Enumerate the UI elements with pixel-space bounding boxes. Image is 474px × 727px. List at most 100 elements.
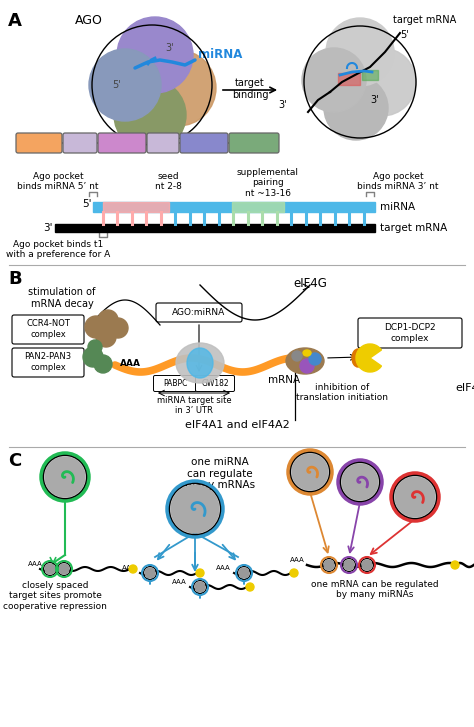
Circle shape bbox=[290, 569, 298, 577]
Circle shape bbox=[246, 583, 254, 591]
Text: miRNA: miRNA bbox=[198, 47, 242, 60]
Text: GW182: GW182 bbox=[201, 379, 229, 388]
Bar bbox=[232, 202, 284, 212]
Text: miRNA: miRNA bbox=[380, 202, 415, 212]
Text: C: C bbox=[8, 452, 21, 470]
Circle shape bbox=[196, 569, 204, 577]
Circle shape bbox=[45, 564, 55, 574]
Text: B: B bbox=[8, 270, 22, 288]
Text: L1: L1 bbox=[73, 138, 87, 148]
Text: AGO: AGO bbox=[75, 14, 103, 27]
Circle shape bbox=[324, 560, 334, 570]
FancyBboxPatch shape bbox=[229, 133, 279, 153]
Text: 3': 3' bbox=[278, 100, 287, 110]
Text: Ago pocket
binds miRNA 3’ nt: Ago pocket binds miRNA 3’ nt bbox=[357, 172, 439, 191]
Text: AAA: AAA bbox=[28, 561, 43, 567]
Circle shape bbox=[59, 564, 69, 574]
Text: eIF4G: eIF4G bbox=[293, 277, 327, 290]
Ellipse shape bbox=[286, 348, 324, 374]
Text: N: N bbox=[35, 138, 44, 148]
Circle shape bbox=[129, 565, 137, 573]
Text: AAA: AAA bbox=[120, 358, 141, 368]
Text: 3': 3' bbox=[370, 95, 379, 105]
Circle shape bbox=[96, 327, 116, 347]
Text: AAA: AAA bbox=[290, 557, 305, 563]
Text: AAA: AAA bbox=[122, 565, 137, 571]
Circle shape bbox=[85, 316, 107, 338]
FancyBboxPatch shape bbox=[63, 133, 97, 153]
Text: eIF4A1 and eIF4A2: eIF4A1 and eIF4A2 bbox=[185, 420, 289, 430]
Text: one mRNA can be regulated
by many miRNAs: one mRNA can be regulated by many miRNAs bbox=[311, 580, 439, 599]
FancyBboxPatch shape bbox=[358, 318, 462, 348]
Text: closely spaced
target sites promote
cooperative repression: closely spaced target sites promote coop… bbox=[3, 581, 107, 611]
Text: target mRNA: target mRNA bbox=[393, 15, 456, 25]
FancyBboxPatch shape bbox=[156, 303, 242, 322]
Circle shape bbox=[292, 351, 302, 361]
Wedge shape bbox=[356, 344, 382, 372]
Circle shape bbox=[83, 347, 103, 367]
Circle shape bbox=[108, 318, 128, 338]
Text: CCR4-NOT
complex: CCR4-NOT complex bbox=[26, 319, 70, 339]
Circle shape bbox=[239, 568, 249, 578]
Ellipse shape bbox=[187, 348, 213, 378]
Text: 5': 5' bbox=[82, 199, 91, 209]
Text: Ago pocket binds t1
with a preference for A: Ago pocket binds t1 with a preference fo… bbox=[6, 240, 110, 260]
Circle shape bbox=[171, 485, 219, 533]
Bar bbox=[55, 224, 375, 232]
Bar bbox=[362, 70, 378, 80]
FancyBboxPatch shape bbox=[12, 348, 84, 377]
Circle shape bbox=[45, 457, 85, 497]
Text: L2: L2 bbox=[156, 138, 170, 148]
Circle shape bbox=[300, 359, 314, 373]
FancyBboxPatch shape bbox=[98, 133, 146, 153]
Circle shape bbox=[324, 76, 388, 140]
Text: seed
nt 2-8: seed nt 2-8 bbox=[155, 172, 182, 191]
Circle shape bbox=[140, 50, 216, 126]
Text: one miRNA
can regulate
many mRNAs: one miRNA can regulate many mRNAs bbox=[185, 457, 255, 490]
Text: eIF4E: eIF4E bbox=[455, 383, 474, 393]
Circle shape bbox=[94, 355, 112, 373]
FancyBboxPatch shape bbox=[180, 133, 228, 153]
Circle shape bbox=[348, 48, 416, 116]
FancyBboxPatch shape bbox=[195, 376, 235, 392]
Text: PIWI: PIWI bbox=[241, 138, 267, 148]
Circle shape bbox=[344, 560, 354, 570]
Circle shape bbox=[342, 464, 378, 500]
Text: target mRNA: target mRNA bbox=[380, 223, 447, 233]
FancyBboxPatch shape bbox=[154, 376, 197, 392]
Ellipse shape bbox=[303, 350, 311, 356]
Circle shape bbox=[362, 560, 372, 570]
Ellipse shape bbox=[176, 343, 224, 383]
Circle shape bbox=[89, 49, 161, 121]
Circle shape bbox=[395, 477, 435, 517]
Bar bbox=[338, 73, 360, 85]
Circle shape bbox=[326, 18, 394, 86]
Text: 3': 3' bbox=[165, 43, 173, 53]
Text: A: A bbox=[8, 12, 22, 30]
FancyBboxPatch shape bbox=[12, 315, 84, 344]
Circle shape bbox=[451, 561, 459, 569]
FancyBboxPatch shape bbox=[147, 133, 179, 153]
Text: AAA: AAA bbox=[216, 565, 231, 571]
Text: DCP1-DCP2
complex: DCP1-DCP2 complex bbox=[384, 324, 436, 342]
Bar bbox=[103, 202, 169, 212]
Text: PAN2-PAN3
complex: PAN2-PAN3 complex bbox=[25, 353, 72, 371]
Text: target
binding: target binding bbox=[232, 78, 268, 100]
Circle shape bbox=[117, 17, 193, 93]
Text: supplemental
pairing
nt ~13-16: supplemental pairing nt ~13-16 bbox=[237, 168, 299, 198]
Ellipse shape bbox=[352, 349, 364, 367]
Circle shape bbox=[114, 79, 186, 151]
Text: PABPC: PABPC bbox=[163, 379, 187, 388]
Text: MID: MID bbox=[192, 138, 216, 148]
Bar bbox=[93, 202, 375, 212]
Circle shape bbox=[292, 454, 328, 490]
Text: AAA: AAA bbox=[172, 579, 187, 585]
Text: inhibition of
translation initiation: inhibition of translation initiation bbox=[296, 383, 388, 403]
Text: 5': 5' bbox=[400, 30, 409, 40]
Text: miRNA target site
in 3’ UTR: miRNA target site in 3’ UTR bbox=[157, 396, 231, 415]
Circle shape bbox=[309, 353, 321, 365]
Text: 5': 5' bbox=[112, 80, 121, 90]
Text: mRNA: mRNA bbox=[268, 375, 300, 385]
Circle shape bbox=[98, 310, 118, 330]
Circle shape bbox=[145, 568, 155, 578]
